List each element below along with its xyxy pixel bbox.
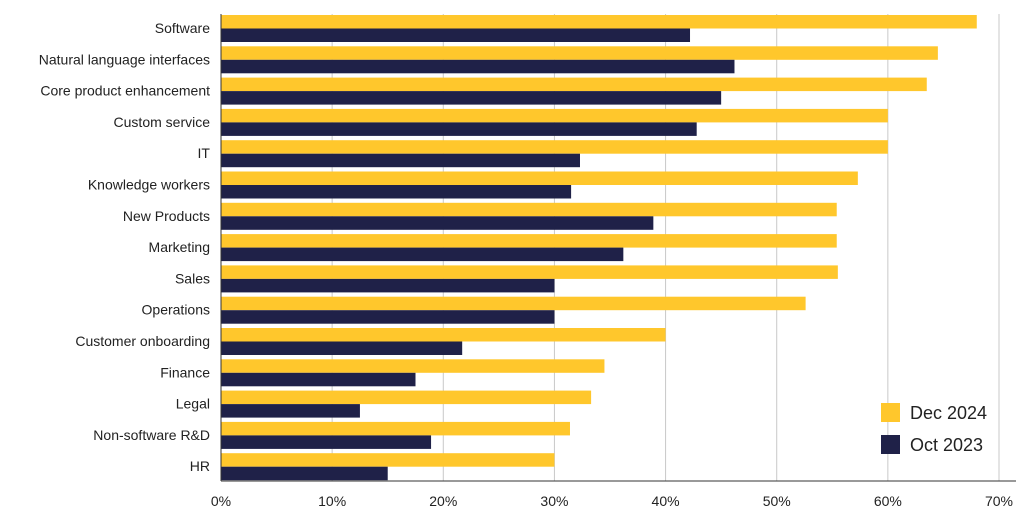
bar-dec-2024-sales [221, 265, 838, 279]
bar-oct-2023-natural-language-interfaces [221, 59, 735, 74]
category-label: Finance [160, 364, 210, 380]
x-tick-labels: 0% 10% 20% 30% 40% 50% 60% 70% [211, 493, 1013, 509]
bar-dec-2024-knowledge-workers [221, 171, 858, 185]
category-label: Natural language interfaces [39, 51, 210, 67]
bar-oct-2023-new-products [221, 216, 654, 230]
category-label: IT [198, 145, 211, 161]
bar-oct-2023-legal [221, 404, 360, 418]
category-label: Software [155, 20, 210, 36]
bar-dec-2024-custom-service [221, 108, 888, 123]
bar-oct-2023-sales [221, 278, 555, 293]
bar-dec-2024-hr [221, 453, 555, 467]
bar-oct-2023-non-software-r-d [221, 435, 432, 449]
bar-oct-2023-it [221, 153, 580, 168]
x-tick-label: 10% [318, 493, 346, 509]
bars [221, 15, 977, 481]
category-label: Sales [175, 270, 210, 286]
legend-label: Oct 2023 [910, 435, 983, 455]
x-tick-label: 40% [652, 493, 680, 509]
x-tick-label: 70% [985, 493, 1013, 509]
bar-dec-2024-customer-onboarding [221, 328, 666, 342]
bar-oct-2023-core-product-enhancement [221, 91, 722, 105]
category-label: Knowledge workers [88, 177, 210, 193]
bar-oct-2023-software [221, 28, 691, 42]
axes [220, 14, 1016, 482]
category-label: Custom service [114, 114, 211, 130]
category-label: Marketing [149, 239, 210, 255]
bar-oct-2023-marketing [221, 247, 624, 262]
bar-dec-2024-it [221, 140, 888, 154]
legend-swatch-dec-2024 [881, 403, 900, 422]
bar-oct-2023-customer-onboarding [221, 341, 463, 355]
bar-oct-2023-custom-service [221, 122, 697, 136]
legend: Dec 2024 Oct 2023 [881, 403, 987, 455]
x-tick-label: 30% [540, 493, 568, 509]
bar-dec-2024-software [221, 15, 977, 29]
legend-label: Dec 2024 [910, 403, 987, 423]
x-tick-label: 0% [211, 493, 231, 509]
x-tick-label: 20% [429, 493, 457, 509]
bar-oct-2023-hr [221, 466, 388, 481]
bar-dec-2024-core-product-enhancement [221, 77, 927, 92]
category-label: Customer onboarding [75, 333, 210, 349]
category-label: Core product enhancement [40, 83, 210, 99]
category-labels: Software Natural language interfaces Core … [39, 20, 211, 474]
category-label: New Products [123, 208, 210, 224]
bar-dec-2024-legal [221, 390, 592, 405]
x-tick-label: 50% [763, 493, 791, 509]
bar-dec-2024-natural-language-interfaces [221, 46, 938, 60]
legend-swatch-oct-2023 [881, 435, 900, 454]
bar-dec-2024-non-software-r-d [221, 421, 570, 436]
bar-oct-2023-finance [221, 372, 416, 387]
bar-oct-2023-operations [221, 310, 555, 324]
x-tick-label: 60% [874, 493, 902, 509]
bar-oct-2023-knowledge-workers [221, 185, 572, 199]
category-label: Non-software R&D [93, 427, 210, 443]
bar-dec-2024-new-products [221, 202, 837, 217]
category-label: Legal [176, 396, 210, 412]
bar-dec-2024-finance [221, 359, 605, 373]
bar-dec-2024-operations [221, 296, 806, 311]
category-label: Operations [142, 302, 210, 318]
category-label: HR [190, 458, 210, 474]
bar-dec-2024-marketing [221, 234, 837, 248]
